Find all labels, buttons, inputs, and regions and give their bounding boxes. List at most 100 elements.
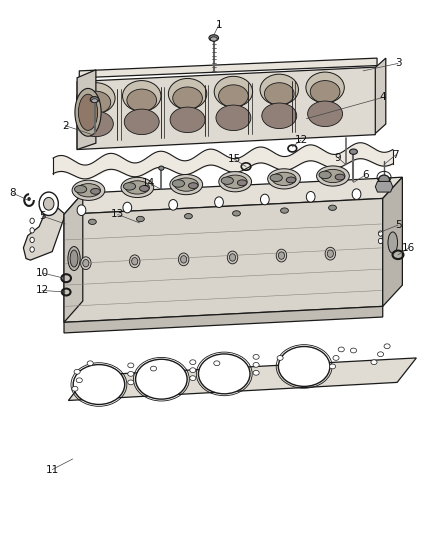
Ellipse shape: [272, 172, 296, 185]
Text: 13: 13: [111, 209, 124, 220]
Circle shape: [123, 202, 132, 213]
Ellipse shape: [210, 37, 217, 41]
Ellipse shape: [128, 372, 134, 376]
Text: 10: 10: [35, 268, 49, 278]
Ellipse shape: [121, 177, 154, 198]
Ellipse shape: [281, 208, 288, 213]
Ellipse shape: [170, 107, 205, 133]
Ellipse shape: [190, 376, 196, 381]
Ellipse shape: [74, 369, 80, 374]
Circle shape: [276, 249, 287, 262]
Circle shape: [130, 255, 140, 268]
Ellipse shape: [73, 365, 125, 405]
Ellipse shape: [76, 378, 82, 383]
Ellipse shape: [209, 35, 219, 41]
Text: 15: 15: [228, 154, 241, 164]
Ellipse shape: [219, 85, 248, 107]
Circle shape: [178, 253, 189, 266]
Polygon shape: [375, 219, 397, 246]
Ellipse shape: [310, 80, 340, 103]
Text: 5: 5: [39, 211, 46, 221]
Ellipse shape: [72, 386, 78, 391]
Ellipse shape: [75, 88, 101, 136]
Text: 5: 5: [395, 220, 401, 230]
Ellipse shape: [172, 180, 184, 187]
Ellipse shape: [223, 175, 247, 188]
Ellipse shape: [335, 174, 345, 180]
Circle shape: [169, 199, 177, 210]
Ellipse shape: [150, 366, 156, 371]
Text: 12: 12: [35, 286, 49, 295]
Text: 3: 3: [395, 59, 401, 68]
Ellipse shape: [270, 174, 283, 182]
Ellipse shape: [216, 105, 251, 131]
Text: 7: 7: [392, 150, 399, 160]
Circle shape: [325, 247, 336, 260]
Polygon shape: [64, 177, 403, 214]
Ellipse shape: [253, 354, 259, 359]
Ellipse shape: [338, 347, 344, 352]
Circle shape: [215, 197, 223, 207]
Circle shape: [230, 254, 236, 261]
Ellipse shape: [253, 370, 259, 375]
Circle shape: [81, 257, 91, 270]
Polygon shape: [77, 70, 96, 150]
Polygon shape: [23, 207, 65, 260]
Polygon shape: [375, 181, 393, 192]
Circle shape: [30, 247, 34, 252]
Ellipse shape: [173, 87, 202, 109]
Ellipse shape: [350, 348, 357, 353]
Ellipse shape: [77, 83, 115, 114]
Ellipse shape: [221, 177, 233, 184]
Ellipse shape: [277, 356, 283, 360]
Ellipse shape: [136, 359, 187, 399]
Circle shape: [327, 250, 333, 257]
Polygon shape: [77, 67, 375, 150]
Ellipse shape: [233, 211, 240, 216]
Ellipse shape: [170, 174, 203, 195]
Ellipse shape: [128, 380, 134, 385]
Ellipse shape: [268, 169, 300, 189]
Ellipse shape: [72, 180, 105, 200]
Ellipse shape: [70, 250, 78, 267]
Ellipse shape: [91, 189, 100, 194]
Text: 9: 9: [335, 152, 341, 163]
Ellipse shape: [123, 80, 161, 111]
Ellipse shape: [190, 360, 196, 365]
Polygon shape: [383, 177, 403, 306]
Ellipse shape: [124, 109, 159, 135]
Ellipse shape: [260, 74, 298, 105]
Polygon shape: [64, 198, 383, 322]
Ellipse shape: [198, 354, 250, 394]
Ellipse shape: [184, 214, 192, 219]
Ellipse shape: [90, 96, 99, 102]
Circle shape: [43, 197, 54, 210]
Ellipse shape: [265, 83, 294, 105]
Text: 2: 2: [62, 120, 69, 131]
Ellipse shape: [128, 363, 134, 368]
Ellipse shape: [378, 175, 389, 184]
Ellipse shape: [286, 177, 296, 183]
Ellipse shape: [140, 185, 149, 191]
Circle shape: [132, 257, 138, 265]
Text: 6: 6: [362, 170, 369, 180]
Text: 8: 8: [10, 188, 16, 198]
Circle shape: [180, 256, 187, 263]
Circle shape: [378, 238, 383, 244]
Ellipse shape: [350, 149, 357, 155]
Circle shape: [30, 237, 34, 243]
Ellipse shape: [384, 344, 390, 349]
Ellipse shape: [388, 232, 398, 253]
Text: 1: 1: [215, 20, 223, 30]
Circle shape: [352, 189, 361, 199]
Ellipse shape: [137, 216, 145, 222]
Polygon shape: [68, 358, 417, 400]
Ellipse shape: [190, 368, 196, 373]
Ellipse shape: [124, 183, 136, 190]
Ellipse shape: [77, 184, 100, 197]
Ellipse shape: [237, 180, 247, 185]
Circle shape: [83, 260, 89, 267]
Ellipse shape: [81, 91, 111, 114]
Text: 16: 16: [402, 243, 416, 253]
Circle shape: [30, 228, 34, 233]
